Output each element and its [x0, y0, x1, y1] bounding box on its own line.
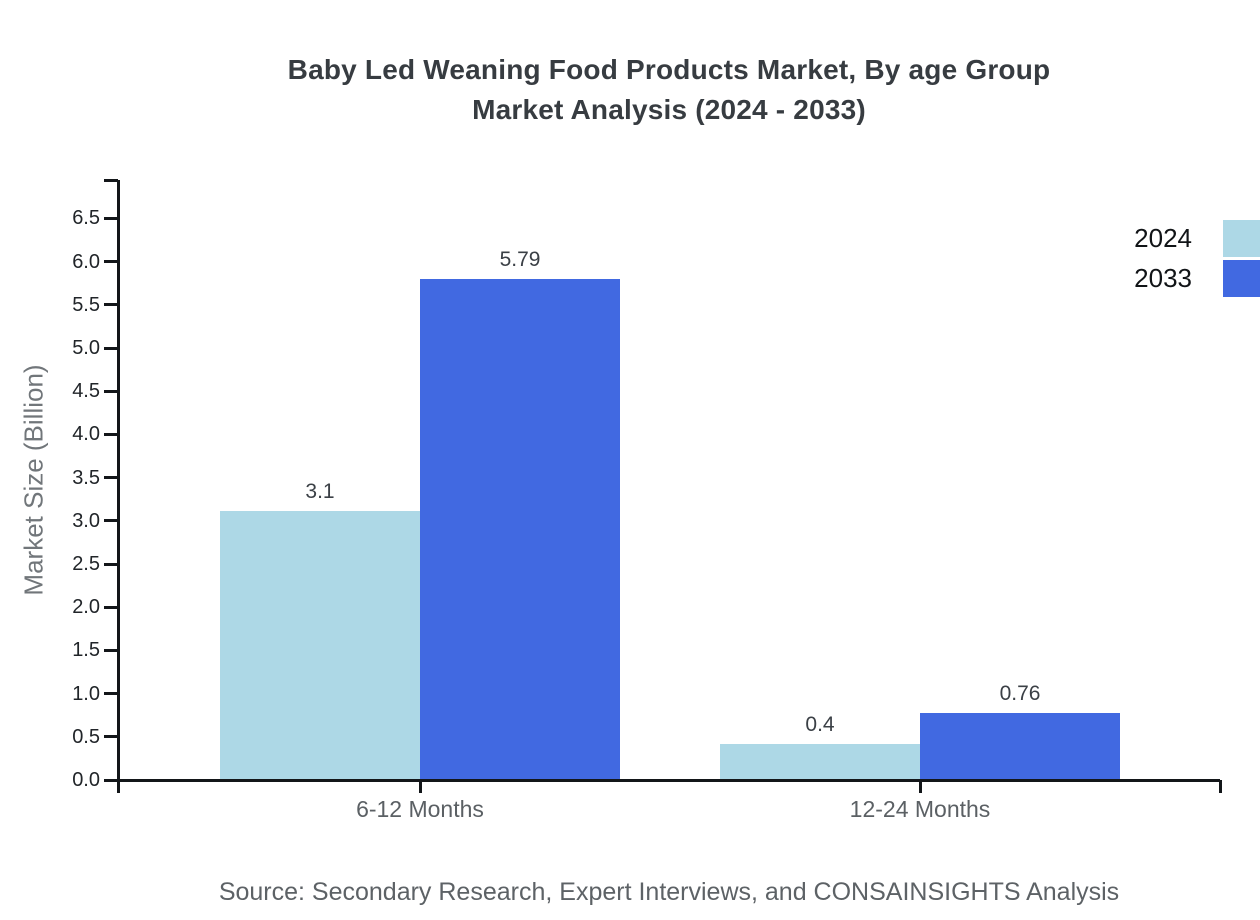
- y-tick: [104, 735, 118, 739]
- legend-swatch-2033: [1223, 260, 1260, 297]
- bar-value-label: 3.1: [305, 480, 335, 504]
- bar-2033-12-24-months: [920, 713, 1120, 779]
- y-tick-label: 3.0: [72, 509, 100, 532]
- chart-title: Baby Led Weaning Food Products Market, B…: [118, 50, 1220, 130]
- legend-swatch-2024: [1223, 220, 1260, 257]
- x-axis-line: [116, 778, 1220, 782]
- x-tick-label: 6-12 Months: [356, 796, 484, 822]
- y-tick-label: 6.5: [72, 207, 100, 230]
- y-tick-label: 1.5: [72, 639, 100, 662]
- y-tick: [104, 260, 118, 264]
- bar-value-label: 0.4: [805, 713, 835, 737]
- y-tick-label: 4.5: [72, 380, 100, 403]
- y-tick: [104, 216, 118, 220]
- chart-title-line2: Market Analysis (2024 - 2033): [472, 94, 866, 125]
- y-tick-label: 2.5: [72, 553, 100, 575]
- x-tick: [918, 780, 922, 793]
- y-tick-label: 0.0: [72, 769, 100, 791]
- y-tick-label: 0.5: [72, 725, 100, 748]
- bar-2033-6-12-months: [420, 278, 620, 779]
- y-tick: [104, 476, 118, 480]
- source-note: Source: Secondary Research, Expert Inter…: [218, 878, 1120, 906]
- y-tick: [104, 519, 118, 523]
- y-tick-label: 4.0: [72, 423, 100, 446]
- y-tick-label: 5.5: [72, 293, 100, 316]
- y-tick-label: 1.0: [72, 682, 100, 705]
- y-tick: [104, 605, 118, 609]
- y-tick-label: 3.5: [72, 466, 100, 489]
- y-tick-label: 2.0: [72, 596, 100, 619]
- x-tick: [418, 780, 422, 793]
- y-tick-label: 6.0: [72, 250, 100, 273]
- legend-label-2033: 2033: [1134, 262, 1192, 293]
- y-tick: [104, 432, 118, 436]
- y-tick: [104, 778, 118, 782]
- y-tick: [104, 562, 118, 566]
- bar-value-label: 5.79: [499, 247, 541, 271]
- y-tick: [104, 692, 118, 696]
- y-tick: [104, 303, 118, 307]
- bar-value-label: 0.76: [999, 682, 1041, 706]
- bar-2024-12-24-months: [720, 744, 920, 779]
- y-axis-line: [116, 180, 120, 793]
- x-axis-end-cap: [1218, 780, 1222, 793]
- chart-title-line1: Baby Led Weaning Food Products Market, B…: [287, 54, 1051, 85]
- y-tick: [104, 346, 118, 350]
- y-tick: [104, 389, 118, 393]
- y-tick-label: 5.0: [72, 337, 100, 359]
- x-tick-label: 12-24 Months: [849, 796, 991, 822]
- legend-label-2024: 2024: [1134, 222, 1192, 253]
- bar-2024-6-12-months: [220, 511, 420, 779]
- y-tick: [104, 648, 118, 652]
- y-axis-top-cap: [104, 178, 118, 182]
